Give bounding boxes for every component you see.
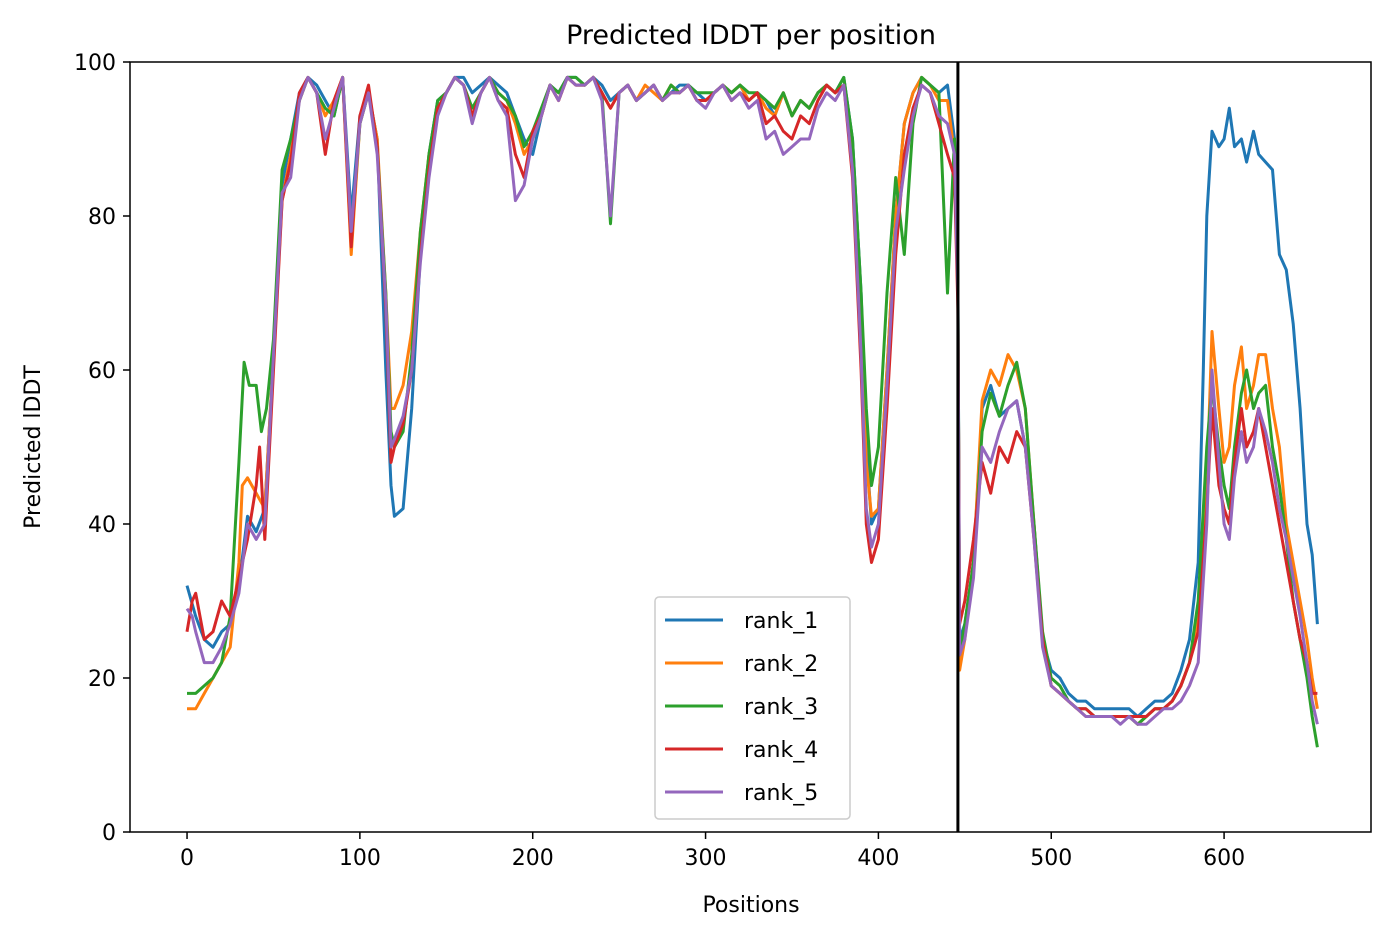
y-tick-label: 20	[88, 667, 116, 692]
y-tick-label: 80	[88, 205, 116, 230]
legend: rank_1 rank_2 rank_3 rank_4 rank_5	[654, 596, 851, 820]
y-tick-label: 40	[88, 513, 116, 538]
y-tick-label: 100	[74, 51, 116, 76]
x-tick-label: 0	[180, 846, 194, 871]
x-axis-label: Positions	[702, 893, 799, 918]
x-tick-label: 500	[1030, 846, 1072, 871]
x-tick-label: 400	[857, 846, 899, 871]
legend-label-rank-3: rank_3	[744, 695, 818, 720]
x-tick-label: 200	[512, 846, 554, 871]
chart-title: Predicted lDDT per position	[566, 20, 936, 51]
legend-label-rank-5: rank_5	[744, 781, 818, 806]
x-tick-label: 600	[1203, 846, 1245, 871]
series-group	[185, 75, 1319, 748]
legend-label-rank-4: rank_4	[744, 738, 818, 763]
x-tick-label: 100	[339, 846, 381, 871]
plot-frame	[129, 61, 1372, 833]
y-axis-ticks: 0 20 40 60 80 100	[74, 51, 130, 846]
x-tick-label: 300	[685, 846, 727, 871]
y-axis-label: Predicted lDDT	[21, 365, 46, 529]
plot-area	[129, 61, 1372, 833]
series-line-rank-5	[185, 75, 1319, 726]
legend-box	[654, 596, 851, 820]
y-tick-label: 60	[88, 359, 116, 384]
y-tick-label: 0	[102, 821, 116, 846]
x-axis-ticks: 0 100 200 300 400 500 600	[180, 832, 1245, 871]
legend-label-rank-2: rank_2	[744, 652, 818, 677]
legend-label-rank-1: rank_1	[744, 609, 818, 634]
